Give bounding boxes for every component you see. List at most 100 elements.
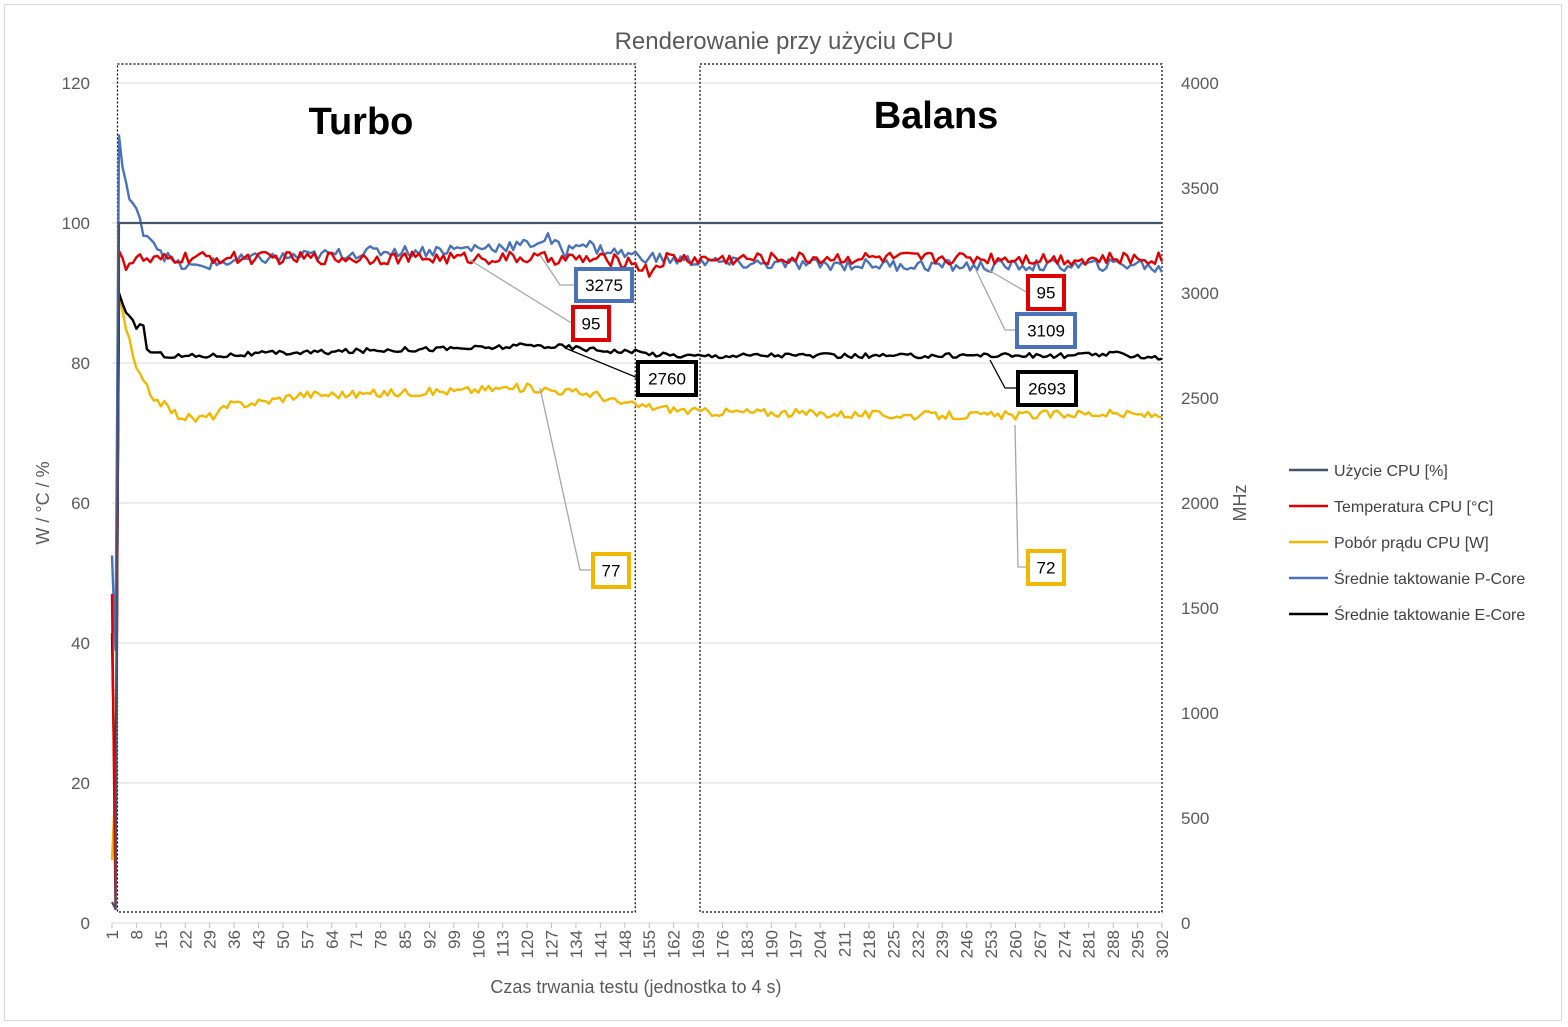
y-tick-left: 60 [71,494,90,513]
x-tick-label: 295 [1129,930,1148,958]
series-line-4 [110,291,1163,841]
callout-leader [1014,424,1028,568]
y-tick-left: 100 [62,214,90,233]
x-tick-label: 204 [811,930,830,958]
x-tick-label: 22 [176,930,195,949]
section-box [116,63,636,913]
callout-label: 2760 [648,370,686,389]
callout-box [574,267,634,303]
chart-frame [4,4,1562,1021]
x-tick-label: 57 [298,930,317,949]
legend-label: Użycie CPU [%] [1334,463,1448,480]
series-line-2 [110,291,1163,861]
x-tick-label: 225 [884,930,903,958]
x-tick-label: 43 [250,930,269,949]
y-tick-right: 1500 [1181,599,1219,618]
callout-box [591,552,631,589]
callout-leader [539,387,593,571]
y-tick-right: 500 [1181,809,1209,828]
x-tick-label: 106 [469,930,488,958]
x-tick-label: 8 [127,930,146,939]
x-tick-label: 190 [762,930,781,958]
section-boxes: Turbo Balans [116,63,1163,913]
section-label: Turbo [309,101,414,143]
y-tick-right: 4000 [1181,74,1219,93]
series-line-3 [110,134,1164,652]
x-tick-label: 267 [1031,930,1050,958]
callout-leader [974,267,1017,331]
callouts: 3275 95 2760 77 95 3109 2693 72 [571,267,1078,589]
callout-label: 3109 [1027,322,1065,341]
x-tick-label: 253 [982,930,1001,958]
callout-label: 77 [602,562,621,581]
x-tick-label: 197 [787,930,806,958]
x-tick-label: 99 [445,930,464,949]
gridlines [112,82,1162,924]
series-line-0 [111,221,1162,911]
x-axis-title: Czas trwania testu (jednostka to 4 s) [490,977,781,997]
y-tick-right: 3000 [1181,284,1219,303]
x-tick-label: 155 [640,930,659,958]
x-tick-label: 64 [323,930,342,949]
x-tick-label: 78 [372,930,391,949]
callout-box [571,305,611,342]
callout-box [1026,549,1066,586]
callout-leader [989,359,1018,389]
x-tick-label: 239 [933,930,952,958]
callout-label: 72 [1037,559,1056,578]
y-tick-right: 2500 [1181,389,1219,408]
legend-label: Temperatura CPU [°C] [1334,499,1493,516]
legend: Użycie CPU [%] Temperatura CPU [°C] Pobór … [1289,463,1525,624]
callout-box [1015,312,1077,349]
y-tick-right: 3500 [1181,179,1219,198]
callout-leader [984,267,1029,294]
x-tick-label: 162 [665,930,684,958]
callout-label: 2693 [1028,380,1066,399]
y-tick-left: 80 [71,354,90,373]
x-tick-label: 36 [225,930,244,949]
y-axis-title-right: MHz [1230,485,1250,522]
x-tick-label: 176 [713,930,732,958]
callout-label: 95 [582,315,601,334]
x-tick-label: 134 [567,930,586,958]
section-label: Balans [874,95,999,137]
callout-box [1016,370,1078,407]
x-tick-label: 85 [396,930,415,949]
x-tick-label: 29 [201,930,220,949]
x-tick-label: 183 [738,930,757,958]
x-tick-label: 1 [103,930,122,939]
callout-leader [539,254,576,286]
y-tick-left: 20 [71,774,90,793]
callout-label: 3275 [585,276,623,295]
x-tick-label: 141 [591,930,610,958]
y-tick-left: 120 [62,74,90,93]
y-tick-left: 40 [71,634,90,653]
callout-label: 95 [1037,284,1056,303]
callout-leader [469,259,574,325]
right-axis: 0 500 1000 1500 2000 2500 3000 3500 4000 [1181,74,1219,933]
x-tick-label: 71 [347,930,366,949]
x-tick-label: 120 [518,930,537,958]
y-tick-left: 0 [81,914,90,933]
callout-box [636,360,698,397]
y-tick-right: 2000 [1181,494,1219,513]
legend-label: Średnie taktowanie E-Core [1334,605,1525,624]
x-tick-label: 148 [616,930,635,958]
x-tick-label: 260 [1006,930,1025,958]
x-tick-label: 281 [1080,930,1099,958]
callout-leaders [469,254,1029,571]
x-tick-label: 92 [420,930,439,949]
x-tick-label: 113 [494,930,513,957]
x-tick-label: 211 [836,930,855,957]
y-tick-right: 1000 [1181,704,1219,723]
legend-label: Średnie taktowanie P-Core [1334,569,1525,588]
x-axis: 1 8 15 22 29 36 43 50 57 64 71 78 85 92 99 106 113 120 127… [103,923,1172,958]
callout-box [1026,274,1066,311]
x-tick-label: 232 [909,930,928,958]
x-tick-label: 274 [1055,930,1074,958]
chart-title: Renderowanie przy użyciu CPU [615,28,954,55]
x-tick-label: 50 [274,930,293,949]
x-tick-label: 169 [689,930,708,958]
series-lines [110,134,1164,911]
x-tick-label: 15 [152,930,171,949]
